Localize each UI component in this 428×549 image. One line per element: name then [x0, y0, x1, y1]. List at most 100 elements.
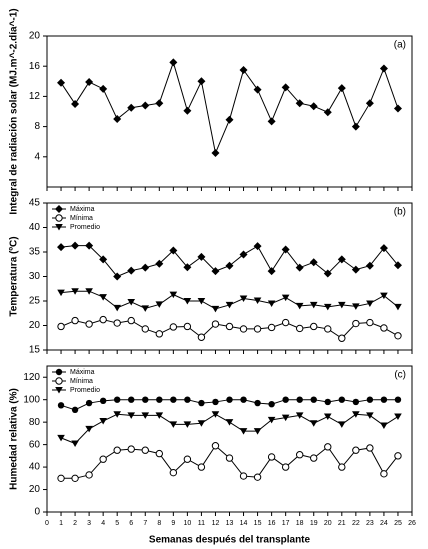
marker — [169, 58, 178, 67]
y-tick-label: 25 — [29, 296, 41, 307]
marker — [169, 323, 178, 331]
marker — [85, 320, 93, 328]
x-tick-label: 4 — [101, 520, 105, 527]
x-tick-label: 25 — [394, 520, 402, 527]
marker — [155, 330, 164, 338]
marker — [253, 428, 262, 435]
marker — [281, 414, 290, 422]
x-tick-label: 3 — [87, 520, 91, 527]
marker — [352, 319, 360, 328]
marker — [197, 463, 206, 471]
marker — [394, 413, 402, 421]
marker — [394, 396, 402, 403]
marker — [225, 322, 234, 331]
marker — [323, 413, 332, 421]
marker — [366, 300, 374, 307]
y-tick-label: 20 — [29, 31, 41, 42]
marker — [156, 396, 163, 403]
marker — [338, 421, 346, 428]
marker — [57, 434, 65, 442]
legend-marker — [55, 387, 63, 394]
marker — [127, 266, 136, 275]
marker — [267, 453, 276, 461]
y-tick-label: 60 — [29, 439, 41, 450]
marker — [183, 298, 192, 305]
x-tick-label: 12 — [212, 520, 220, 527]
marker — [324, 398, 331, 406]
marker — [85, 241, 94, 250]
marker — [184, 396, 191, 403]
marker — [197, 420, 206, 427]
marker — [379, 244, 388, 253]
marker — [127, 316, 135, 325]
marker — [338, 463, 346, 471]
legend-marker — [55, 224, 63, 231]
marker — [142, 396, 149, 403]
panel-label: (a) — [394, 40, 406, 51]
marker — [295, 263, 304, 272]
x-tick-label: 8 — [157, 520, 161, 527]
marker — [393, 104, 402, 113]
y-tick-label: 40 — [29, 222, 41, 233]
marker — [352, 446, 360, 454]
marker — [169, 421, 178, 428]
marker — [338, 334, 346, 342]
marker — [85, 78, 94, 87]
marker — [324, 325, 332, 333]
plot-frame — [46, 35, 413, 188]
marker — [141, 412, 150, 419]
marker — [379, 64, 388, 73]
y-tick-label: 12 — [29, 91, 41, 102]
marker — [309, 420, 318, 427]
marker — [239, 65, 248, 74]
marker — [198, 399, 205, 407]
legend-marker — [55, 368, 63, 376]
marker — [295, 99, 304, 108]
marker — [71, 406, 79, 413]
marker — [309, 258, 318, 267]
marker — [155, 301, 164, 308]
marker — [267, 300, 276, 307]
marker — [170, 396, 177, 403]
marker — [295, 302, 304, 310]
x-tick-label: 7 — [143, 520, 147, 527]
marker — [337, 255, 346, 264]
x-tick-label: 19 — [310, 520, 318, 527]
marker — [225, 454, 234, 462]
x-tick-label: 9 — [171, 520, 175, 527]
marker — [366, 444, 374, 452]
marker — [267, 267, 276, 276]
marker — [71, 316, 79, 325]
marker — [365, 261, 374, 270]
marker — [281, 245, 290, 254]
marker — [380, 422, 388, 430]
x-tick-label: 17 — [282, 520, 290, 527]
marker — [365, 99, 374, 108]
x-tick-label: 14 — [240, 520, 248, 527]
marker — [155, 259, 164, 268]
marker — [183, 322, 192, 331]
marker — [267, 323, 276, 332]
x-tick-label: 1 — [59, 520, 63, 527]
marker — [295, 412, 304, 419]
x-tick-label: 11 — [198, 520, 205, 527]
marker — [352, 411, 360, 418]
marker — [211, 267, 220, 276]
y-tick-label: 80 — [29, 417, 41, 428]
marker — [99, 255, 108, 264]
x-tick-label: 26 — [408, 520, 416, 527]
y-axis-label: Temperatura (ºC) — [9, 236, 20, 316]
marker — [253, 242, 262, 251]
x-tick-label: 6 — [129, 520, 133, 527]
plot-frame — [46, 365, 413, 513]
marker — [380, 396, 388, 403]
marker — [99, 84, 108, 93]
marker — [183, 455, 192, 463]
marker — [281, 318, 290, 327]
x-axis-label: Semanas después del transplante — [149, 535, 311, 546]
marker — [281, 294, 290, 302]
marker — [380, 292, 388, 300]
marker — [239, 428, 248, 435]
marker — [323, 303, 332, 311]
